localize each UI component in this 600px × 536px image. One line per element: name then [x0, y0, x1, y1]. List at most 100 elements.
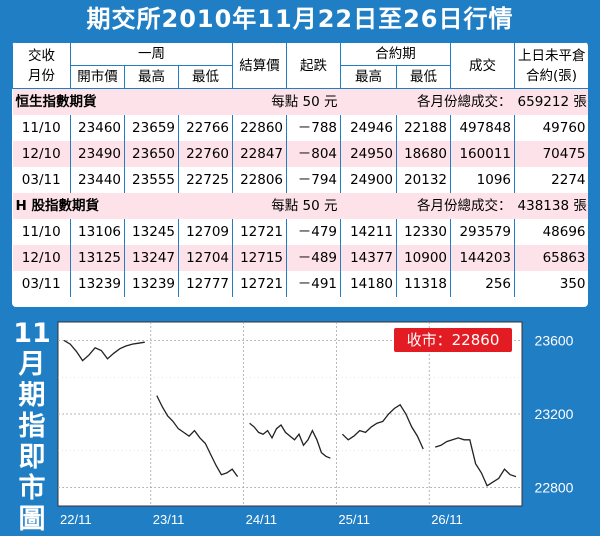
cell-month: 12/10 [12, 141, 71, 167]
intraday-chart: 23600 23200 22800 22/11 23/11 24/11 25/11 26/11… [57, 321, 574, 527]
header-week: 一周 [69, 42, 234, 66]
cell-month: 11/10 [21, 120, 61, 136]
section-total-label: 各月份總成交： [340, 88, 515, 115]
table-row: 03/11 23440 23555 22725 22806 －794 24900 20132 1… [13, 167, 588, 193]
cell-cp-low: 22188 [396, 115, 451, 141]
cell-change: －788 [286, 115, 341, 141]
table-row: 12/10 13125 13247 12704 12715 －489 14377 10900 1… [12, 245, 588, 271]
chart-title-char: 期 [18, 380, 46, 411]
cell-open: 23440 [70, 167, 125, 193]
cell-volume: 1096 [450, 167, 515, 193]
header-low: 最低 [177, 65, 234, 89]
x-tick-label: 26/11 [431, 512, 463, 527]
chart-title-char: 即 [18, 442, 46, 473]
section-name: H 股指數期貨 [12, 193, 179, 219]
price-line [435, 437, 517, 487]
cell-low: 22725 [177, 167, 233, 193]
header-open: 開市價 [70, 65, 125, 89]
price-line [156, 395, 239, 477]
cell-cp-low: 10900 [396, 245, 451, 271]
table-row: 03/11 13239 13239 12777 12721 －491 14180 11318 2… [13, 271, 588, 297]
cell-cp-high: 14377 [340, 245, 397, 271]
header-settle: 結算價 [232, 42, 288, 89]
cell-settle: 12715 [232, 245, 287, 271]
futures-table: 交收 月份 一周 結算價 起跌 合約期 成交 上日未平倉 合約(張) 開市價 最高 … [12, 42, 588, 297]
cell-month: 11/10 [21, 224, 61, 240]
cell-oi: 65863 [514, 245, 588, 271]
x-tick-label: 25/11 [338, 512, 370, 527]
y-tick-label: 23600 [535, 332, 574, 348]
cell-volume: 144203 [450, 245, 515, 271]
chart-title-char: 指 [18, 411, 46, 442]
cell-low: 12704 [177, 245, 233, 271]
chart-panel: 11 月期指即市圖 23600 23200 22800 22/11 23/11 24/11 2… [12, 318, 588, 535]
cell-high: 13239 [124, 271, 179, 297]
cell-cp-high: 24950 [340, 141, 397, 167]
table-row: 11/10 13106 13245 12709 12721 －479 14211 12330 2… [13, 219, 588, 245]
header-cp-high: 最高 [340, 65, 398, 89]
cell-low: 22760 [177, 141, 233, 167]
price-line [63, 339, 145, 362]
price-line [341, 403, 424, 450]
table-row: 11/10 23460 23659 22766 22860 －788 24946 22188 4… [13, 115, 588, 141]
chart-title: 11 月期指即市圖 [12, 318, 52, 535]
cell-high: 23659 [124, 115, 179, 141]
cell-volume: 293579 [450, 219, 515, 245]
header-volume: 成交 [450, 42, 516, 89]
page-title: 期交所2010年11月22日至26日行情 [86, 5, 514, 33]
cell-settle: 12721 [232, 219, 287, 245]
section-row: H 股指數期貨 每點 50 元各月份總成交： 438138 張 [12, 193, 588, 219]
cell-settle: 12721 [232, 271, 287, 297]
cell-change: －489 [286, 245, 341, 271]
close-label: 收市：22860 [407, 331, 500, 349]
cell-volume: 160011 [450, 141, 515, 167]
cell-open: 13239 [70, 271, 125, 297]
section-total: 438138 張 [514, 193, 588, 219]
cell-open: 13106 [70, 219, 125, 245]
section-total: 659212 張 [514, 88, 588, 115]
close-label-box [394, 328, 512, 352]
cell-change: －479 [286, 219, 341, 245]
section-per-point: 每點 50 元 [178, 193, 341, 219]
cell-month: 03/11 [21, 276, 61, 292]
cell-cp-high: 24900 [340, 167, 397, 193]
y-tick-label: 23200 [535, 406, 574, 422]
cell-low: 12777 [177, 271, 233, 297]
header-contract-period: 合約期 [340, 42, 452, 66]
cell-low: 22766 [177, 115, 233, 141]
cell-oi: 2274 [514, 167, 588, 193]
cell-cp-low: 20132 [396, 167, 451, 193]
cell-change: －491 [286, 271, 341, 297]
cell-change: －794 [286, 167, 341, 193]
chart-title-char: 月 [18, 349, 46, 380]
header-contract-month: 交收 月份 [12, 42, 71, 89]
x-tick-label: 23/11 [153, 512, 185, 527]
cell-open: 13125 [70, 245, 125, 271]
y-tick-label: 22800 [535, 480, 574, 496]
cell-cp-high: 14180 [340, 271, 397, 297]
cell-cp-high: 14211 [340, 219, 397, 245]
cell-cp-high: 24946 [340, 115, 397, 141]
header-change: 起跌 [286, 42, 342, 89]
chart-title-char: 圖 [18, 504, 46, 535]
cell-open: 23490 [70, 141, 125, 167]
cell-high: 13245 [124, 219, 179, 245]
section-total-label: 各月份總成交： [340, 193, 515, 219]
x-tick-label: 24/11 [246, 512, 278, 527]
cell-high: 23555 [124, 167, 179, 193]
cell-cp-low: 12330 [396, 219, 451, 245]
cell-cp-low: 18680 [396, 141, 451, 167]
chart-title-char: 11 [13, 318, 51, 349]
futures-table-body: 恒生指數期貨 每點 50 元各月份總成交： 659212 張 11/10 23460 23… [12, 88, 588, 297]
cell-month: 12/10 [12, 245, 71, 271]
table-row: 12/10 23490 23650 22760 22847 －804 24950 18680 1… [12, 141, 588, 167]
cell-volume: 256 [450, 271, 515, 297]
header-cp-low: 最低 [396, 65, 452, 89]
section-per-point: 每點 50 元 [178, 88, 341, 115]
chart-title-char: 市 [18, 473, 46, 504]
cell-high: 23650 [124, 141, 179, 167]
cell-settle: 22860 [232, 115, 287, 141]
section-name: 恒生指數期貨 [12, 88, 179, 115]
cell-month: 03/11 [21, 172, 61, 188]
x-tick-label: 22/11 [60, 512, 92, 527]
